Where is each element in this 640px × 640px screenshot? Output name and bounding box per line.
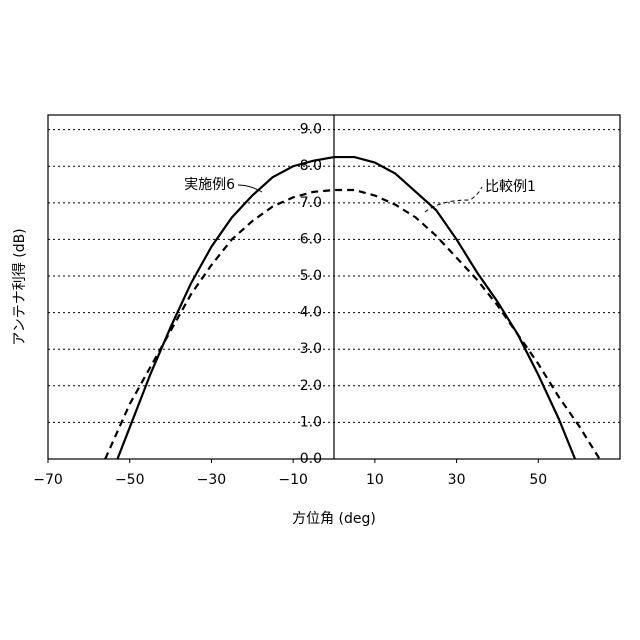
x-tick-label: 30 [448,472,466,488]
series-label: 実施例6 [184,177,235,193]
y-tick-label: 7.0 [300,195,322,211]
y-tick-label: 0.0 [300,451,322,467]
series-line [117,157,575,459]
y-tick-label: 2.0 [300,378,322,394]
series-label: 比較例1 [485,179,536,195]
y-tick-label: 1.0 [300,414,322,430]
y-axis-label: アンテナ利得 (dB) [11,228,28,345]
chart: 方位角 (deg) アンテナ利得 (dB) 0.0 1.0 2.0 3.0 4.0 5.0… [0,0,640,640]
x-tick-label: −10 [278,472,308,488]
series-line [105,190,599,459]
y-tick-label: 6.0 [300,231,322,247]
y-tick-label: 5.0 [300,268,322,284]
x-tick-label: −70 [33,472,63,488]
y-tick-label: 4.0 [300,305,322,321]
x-tick-label: −50 [115,472,145,488]
x-tick-label: 10 [366,472,384,488]
x-axis-label: 方位角 (deg) [292,511,376,527]
x-tick-label: 50 [529,472,547,488]
y-tick-label: 9.0 [300,122,322,138]
x-tick-label: −30 [197,472,227,488]
y-tick-label: 3.0 [300,341,322,357]
